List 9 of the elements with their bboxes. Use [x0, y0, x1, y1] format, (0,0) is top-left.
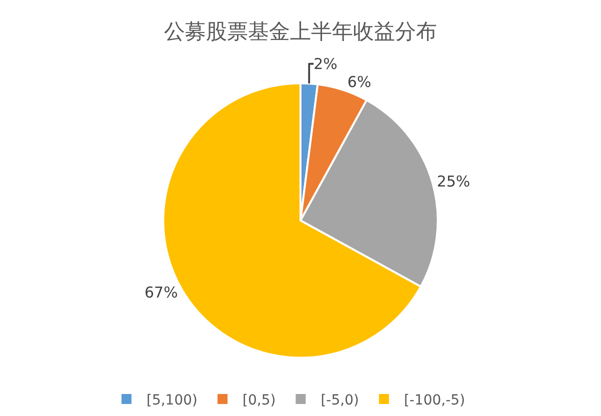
chart-title: 公募股票基金上半年收益分布	[164, 20, 437, 44]
legend-label: [-100,-5)	[404, 392, 466, 408]
legend-label: [-5,0)	[320, 392, 359, 408]
data-label: 6%	[347, 72, 372, 91]
data-label: 25%	[436, 172, 470, 190]
legend-label: [0,5)	[242, 392, 276, 408]
legend-label: [5,100)	[146, 392, 198, 408]
data-label: 67%	[144, 284, 178, 302]
data-label: 2%	[314, 54, 338, 73]
